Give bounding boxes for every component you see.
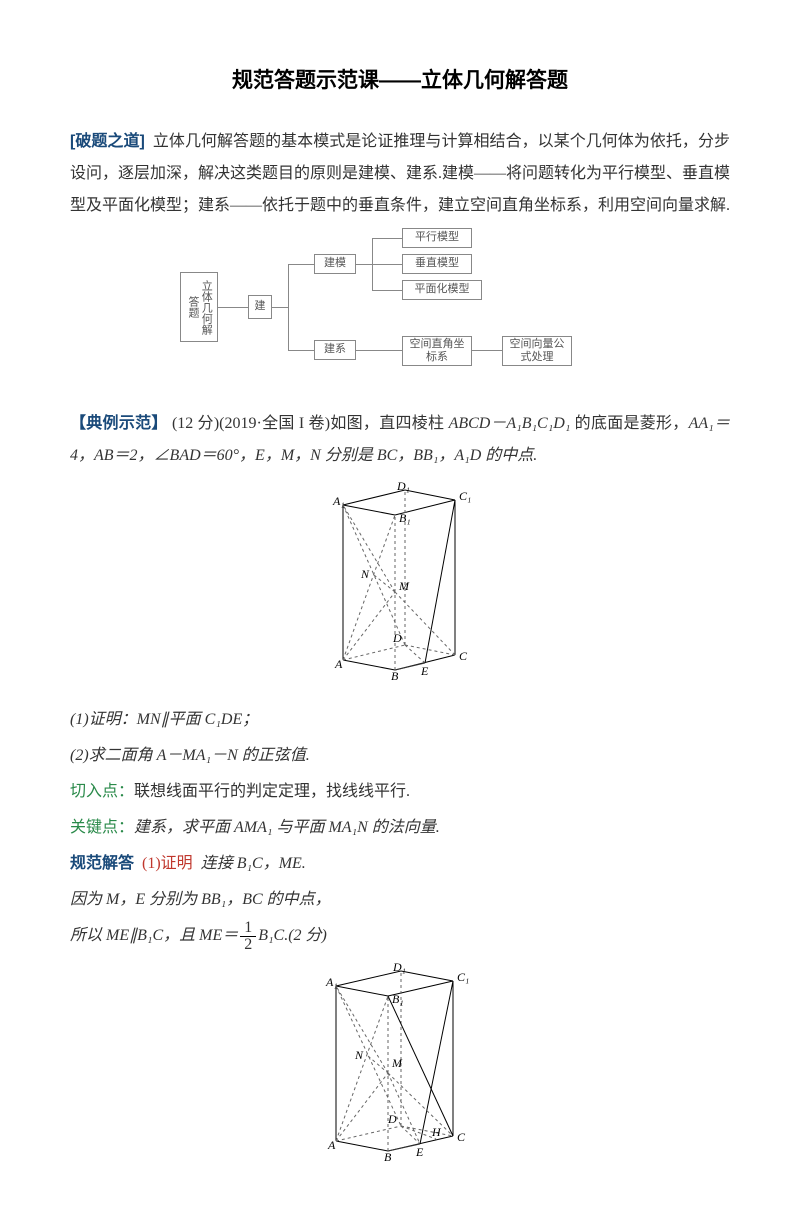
question-2: (2)求二面角 A－MA₁－N 的正弦值. xyxy=(70,740,730,772)
svg-text:D₁: D₁ xyxy=(396,480,410,493)
svg-text:A: A xyxy=(327,1138,336,1152)
flowchart-leaf: 平行模型 xyxy=(402,228,472,248)
fc-line xyxy=(272,307,288,308)
fc-line xyxy=(372,290,402,291)
flowchart-leaf2a: 空间直角坐标系 xyxy=(402,336,472,366)
flowchart: 立体几何解答题 建 建模 建系 平行模型 垂直模型 平面化模型 空间直角坐标系 … xyxy=(180,232,620,382)
flowchart-branch1: 建模 xyxy=(314,254,356,274)
flowchart-leaf: 平面化模型 xyxy=(402,280,482,300)
solution-line1: 规范解答 (1)证明 连接 B₁C，ME. xyxy=(70,848,730,880)
solution-label: 规范解答 xyxy=(70,855,134,872)
entry-point: 切入点：联想线面平行的判定定理，找线线平行. xyxy=(70,776,730,808)
svg-text:C: C xyxy=(459,649,468,663)
key-label: 关键点： xyxy=(70,819,134,836)
svg-text:E: E xyxy=(420,664,429,678)
svg-text:H: H xyxy=(431,1125,442,1139)
intro-paragraph: [破题之道] 立体几何解答题的基本模式是论证推理与计算相结合，以某个几何体为依托… xyxy=(70,126,730,222)
example-body1: 的底面是菱形， xyxy=(570,415,688,432)
sol-3b: B₁C.(2 分) xyxy=(258,927,327,944)
key-point: 关键点：建系，求平面 AMA₁ 与平面 MA₁N 的法向量. xyxy=(70,812,730,844)
fraction: 12 xyxy=(240,920,256,953)
flowchart-mid: 建 xyxy=(248,295,272,319)
svg-text:D₁: D₁ xyxy=(392,961,406,974)
flowchart-leaf2b: 空间向量公式处理 xyxy=(502,336,572,366)
ab-rest: ，AB＝2，∠BAD＝60°，E，M，N 分别是 BC，BB₁，A₁D 的中点. xyxy=(78,447,537,464)
entry-text: 联想线面平行的判定定理，找线线平行. xyxy=(134,783,410,800)
abcd: ABCD－A₁B₁C₁D₁ xyxy=(449,415,571,432)
page-title: 规范答题示范课——立体几何解答题 xyxy=(70,60,730,102)
flowchart-container: 立体几何解答题 建 建模 建系 平行模型 垂直模型 平面化模型 空间直角坐标系 … xyxy=(70,232,730,394)
example-points: (12 分)(2019·全国 I 卷)如图，直四棱柱 xyxy=(172,415,449,432)
prism-figure-1: A B C D A₁ B₁ C₁ D₁ E M N xyxy=(70,480,730,692)
svg-text:B₁: B₁ xyxy=(392,992,404,1006)
section-label: [破题之道] xyxy=(70,133,145,150)
sol-1b: 连接 B₁C，ME. xyxy=(201,855,306,872)
svg-text:B: B xyxy=(384,1150,392,1161)
svg-text:C₁: C₁ xyxy=(457,970,469,984)
svg-text:D: D xyxy=(392,631,402,645)
sol-3a: 所以 ME∥B₁C，且 ME＝ xyxy=(70,927,238,944)
solution-line2: 因为 M，E 分别为 BB₁，BC 的中点， xyxy=(70,884,730,916)
svg-text:M: M xyxy=(398,579,410,593)
svg-text:C: C xyxy=(457,1130,466,1144)
fc-line xyxy=(356,264,372,265)
svg-text:A₁: A₁ xyxy=(325,975,338,989)
flowchart-branch2: 建系 xyxy=(314,340,356,360)
prism-figure-2: A B C D A₁ B₁ C₁ D₁ E M N H xyxy=(70,961,730,1173)
svg-text:M: M xyxy=(391,1056,403,1070)
svg-text:N: N xyxy=(360,567,370,581)
fc-line xyxy=(288,264,314,265)
fc-line xyxy=(372,238,402,239)
proof-label: (1)证明 xyxy=(142,855,193,872)
entry-label: 切入点： xyxy=(70,783,134,800)
svg-text:A₁: A₁ xyxy=(332,494,345,508)
fc-line xyxy=(218,307,248,308)
svg-text:E: E xyxy=(415,1145,424,1159)
fc-line xyxy=(372,264,402,265)
svg-text:N: N xyxy=(354,1048,364,1062)
question-1: (1)证明：MN∥平面 C₁DE； xyxy=(70,704,730,736)
svg-text:A: A xyxy=(334,657,343,671)
fc-line xyxy=(356,350,402,351)
svg-text:D: D xyxy=(387,1112,397,1126)
intro-text: 立体几何解答题的基本模式是论证推理与计算相结合，以某个几何体为依托，分步设问，逐… xyxy=(70,133,730,214)
example-paragraph: 【典例示范】 (12 分)(2019·全国 I 卷)如图，直四棱柱 ABCD－A… xyxy=(70,408,730,472)
svg-text:B: B xyxy=(391,669,399,680)
key-text: 建系，求平面 AMA₁ 与平面 MA₁N 的法向量. xyxy=(134,819,440,836)
solution-line3: 所以 ME∥B₁C，且 ME＝12B₁C.(2 分) xyxy=(70,920,730,953)
flowchart-leaf: 垂直模型 xyxy=(402,254,472,274)
svg-text:C₁: C₁ xyxy=(459,489,471,503)
fc-line xyxy=(472,350,502,351)
fc-line xyxy=(288,264,289,350)
example-label: 【典例示范】 xyxy=(70,415,168,432)
svg-text:B₁: B₁ xyxy=(399,511,411,525)
fc-line xyxy=(288,350,314,351)
flowchart-root: 立体几何解答题 xyxy=(180,272,218,342)
